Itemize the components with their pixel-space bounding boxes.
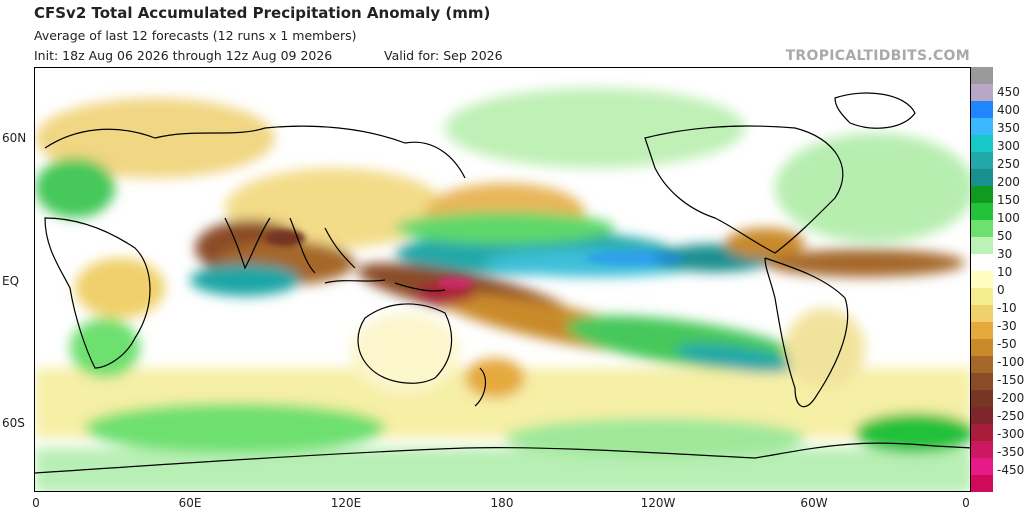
lon-label-60w: 60W xyxy=(800,496,828,510)
colorbar-label: 150 xyxy=(997,193,1020,207)
colorbar-label: -300 xyxy=(997,427,1024,441)
colorbar-swatch xyxy=(971,356,993,373)
valid-time: Valid for: Sep 2026 xyxy=(384,48,503,63)
coastlines xyxy=(35,92,970,474)
colorbar-label: 30 xyxy=(997,247,1013,261)
lon-label-0-left: 0 xyxy=(32,496,40,510)
colorbar-swatch xyxy=(971,135,993,152)
colorbar-swatch xyxy=(971,407,993,424)
precip-anomaly-map xyxy=(34,67,971,492)
colorbar-label: 50 xyxy=(997,229,1013,243)
colorbar-label: -200 xyxy=(997,391,1024,405)
colorbar-swatch xyxy=(971,322,993,339)
colorbar-swatch xyxy=(971,424,993,441)
colorbar-label: 400 xyxy=(997,103,1020,117)
lon-label-0-right: 0 xyxy=(962,496,970,510)
lon-label-60e: 60E xyxy=(178,496,202,510)
colorbar-label: 10 xyxy=(997,265,1013,279)
map-subtitle: Average of last 12 forecasts (12 runs x … xyxy=(34,28,357,43)
colorbar xyxy=(971,67,993,492)
colorbar-label: 250 xyxy=(997,157,1020,171)
colorbar-swatch xyxy=(971,288,993,305)
colorbar-swatch xyxy=(971,118,993,135)
colorbar-swatch xyxy=(971,152,993,169)
colorbar-label: -350 xyxy=(997,445,1024,459)
colorbar-swatch xyxy=(971,169,993,186)
colorbar-label: -10 xyxy=(997,301,1017,315)
colorbar-swatch xyxy=(971,254,993,271)
colorbar-swatch xyxy=(971,339,993,356)
colorbar-swatch xyxy=(971,390,993,407)
map-title: CFSv2 Total Accumulated Precipitation An… xyxy=(34,4,491,22)
init-time: Init: 18z Aug 06 2026 through 12z Aug 09… xyxy=(34,48,333,63)
map-canvas xyxy=(35,68,970,491)
lat-label-60s: 60S xyxy=(2,416,25,430)
colorbar-label: 300 xyxy=(997,139,1020,153)
colorbar-swatch xyxy=(971,203,993,220)
colorbar-swatch xyxy=(971,305,993,322)
colorbar-swatch xyxy=(971,84,993,101)
lat-label-eq: EQ xyxy=(2,274,20,288)
anomaly-speckle xyxy=(265,230,685,289)
colorbar-label: 200 xyxy=(997,175,1020,189)
colorbar-swatch xyxy=(971,237,993,254)
colorbar-swatch xyxy=(971,186,993,203)
colorbar-label: -150 xyxy=(997,373,1024,387)
colorbar-label: 350 xyxy=(997,121,1020,135)
colorbar-swatch xyxy=(971,458,993,475)
lon-label-120e: 120E xyxy=(330,496,362,510)
colorbar-swatch xyxy=(971,67,993,84)
colorbar-label: -250 xyxy=(997,409,1024,423)
lat-label-60n: 60N xyxy=(2,131,27,145)
colorbar-label: -450 xyxy=(997,463,1024,477)
colorbar-label: 0 xyxy=(997,283,1005,297)
colorbar-swatch xyxy=(971,101,993,118)
colorbar-label: 450 xyxy=(997,85,1020,99)
lon-label-120w: 120W xyxy=(640,496,676,510)
colorbar-label: -50 xyxy=(997,337,1017,351)
colorbar-label: -100 xyxy=(997,355,1024,369)
anomaly-field xyxy=(35,88,970,491)
colorbar-swatch xyxy=(971,271,993,288)
colorbar-label: 100 xyxy=(997,211,1020,225)
brand-watermark: TROPICALTIDBITS.COM xyxy=(785,48,970,64)
colorbar-swatch xyxy=(971,441,993,458)
lon-label-180: 180 xyxy=(490,496,514,510)
colorbar-label: -30 xyxy=(997,319,1017,333)
colorbar-swatch xyxy=(971,220,993,237)
colorbar-swatch xyxy=(971,475,993,492)
colorbar-swatch xyxy=(971,373,993,390)
